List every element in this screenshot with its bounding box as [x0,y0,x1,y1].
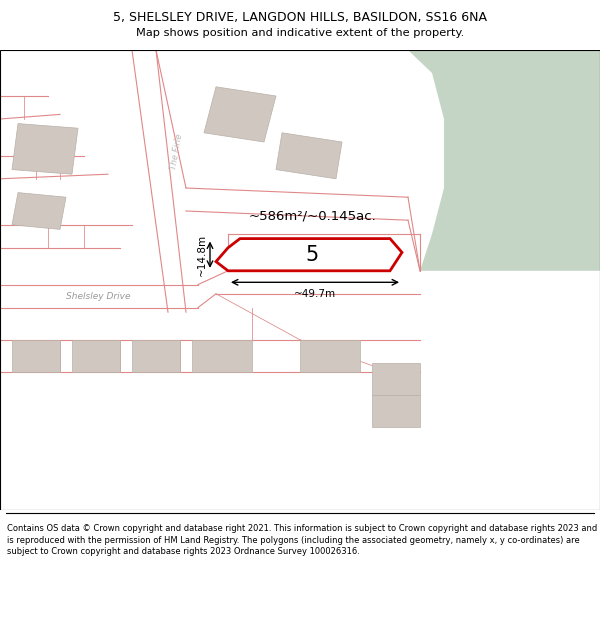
Polygon shape [12,192,66,229]
Text: ~586m²/~0.145ac.: ~586m²/~0.145ac. [248,209,376,222]
Polygon shape [72,340,120,372]
Text: 5: 5 [305,245,319,265]
Polygon shape [216,239,402,271]
Polygon shape [132,340,180,372]
Polygon shape [204,87,276,142]
Polygon shape [12,124,78,174]
Text: ~49.7m: ~49.7m [294,289,336,299]
Polygon shape [372,395,420,428]
Polygon shape [12,340,60,372]
Text: Shelsley Drive: Shelsley Drive [66,292,131,301]
Polygon shape [300,340,360,372]
Text: Map shows position and indicative extent of the property.: Map shows position and indicative extent… [136,28,464,38]
Polygon shape [276,132,342,179]
Polygon shape [372,362,420,395]
Polygon shape [192,340,252,372]
Polygon shape [408,50,600,271]
Text: 5, SHELSLEY DRIVE, LANGDON HILLS, BASILDON, SS16 6NA: 5, SHELSLEY DRIVE, LANGDON HILLS, BASILD… [113,11,487,24]
Text: The Firle: The Firle [169,132,185,170]
Text: ~14.8m: ~14.8m [197,234,207,276]
Text: Contains OS data © Crown copyright and database right 2021. This information is : Contains OS data © Crown copyright and d… [7,524,598,556]
